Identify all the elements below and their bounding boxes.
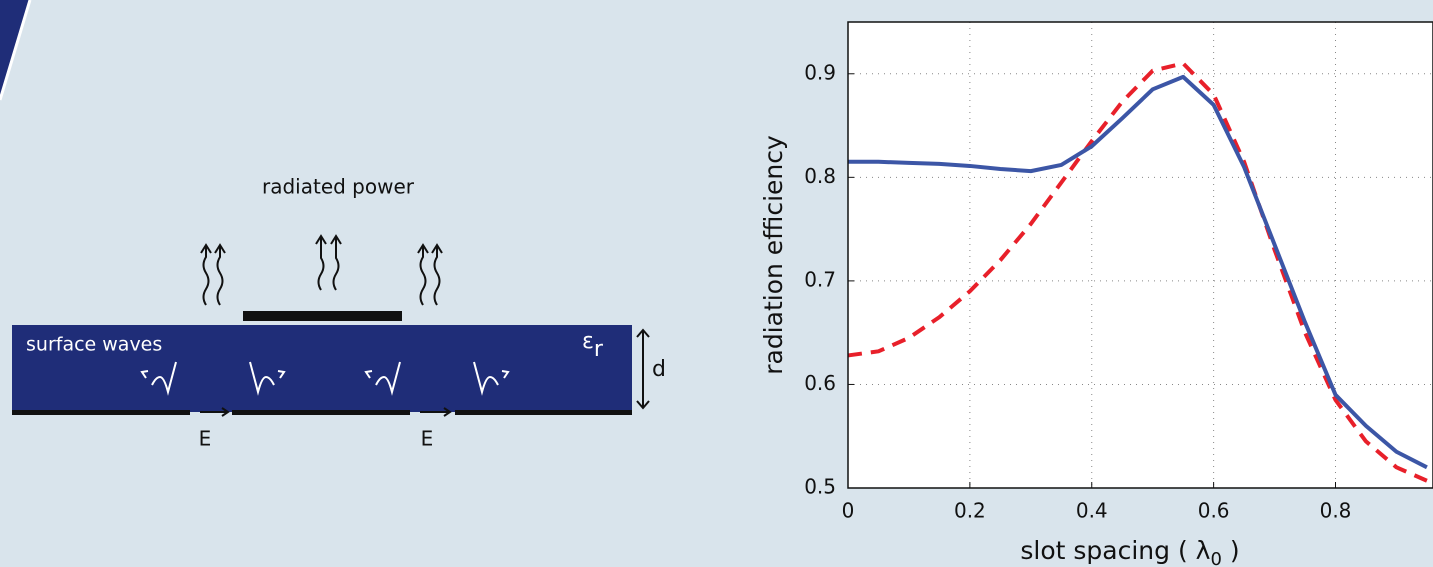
y-tick-label: 0.7 (804, 267, 836, 291)
x-tick-label: 0.6 (1198, 499, 1230, 523)
diagram-label: E (421, 427, 434, 451)
x-tick-label: 0.4 (1076, 499, 1108, 523)
diagram-label: d (652, 357, 666, 382)
diagram-label: ε (582, 329, 594, 354)
x-tick-label: 0.8 (1320, 499, 1352, 523)
y-tick-label: 0.8 (804, 164, 836, 188)
substrate (12, 325, 632, 412)
x-axis-label: slot spacing ( λ (1020, 536, 1210, 565)
diagram-label: r (594, 337, 604, 362)
corner-edge (0, 0, 32, 101)
slot-diagram: radiated power surface waves εr d E (12, 175, 666, 451)
x-tick-label: 0 (842, 499, 855, 523)
radiation-arrows (200, 234, 443, 306)
y-tick-label: 0.5 (804, 475, 836, 499)
x-tick-label: 0.2 (954, 499, 986, 523)
patch (243, 311, 402, 321)
x-axis-label: slot spacing ( λ0 ) (1020, 536, 1239, 567)
diagram-label: εr (582, 329, 604, 362)
diagram-label: E (199, 427, 212, 451)
y-tick-label: 0.9 (804, 60, 836, 84)
chart: 0.5 0.6 0.7 0.8 0.9 0 0.2 0.4 0.6 0.8 (804, 22, 1433, 523)
diagram-label: radiated power (262, 175, 415, 199)
diagram-label: surface waves (26, 334, 162, 356)
x-axis-label: 0 (1210, 549, 1221, 567)
y-tick-label: 0.6 (804, 371, 836, 395)
ground-plane (12, 410, 632, 415)
plot-frame (847, 21, 1433, 489)
plot-area (848, 22, 1433, 488)
data-line (848, 74, 1428, 470)
field-arrows (200, 328, 650, 417)
y-axis-label: radiation efficiency (759, 135, 788, 375)
wave-symbols (140, 361, 510, 396)
x-axis-label: ) (1222, 536, 1240, 565)
